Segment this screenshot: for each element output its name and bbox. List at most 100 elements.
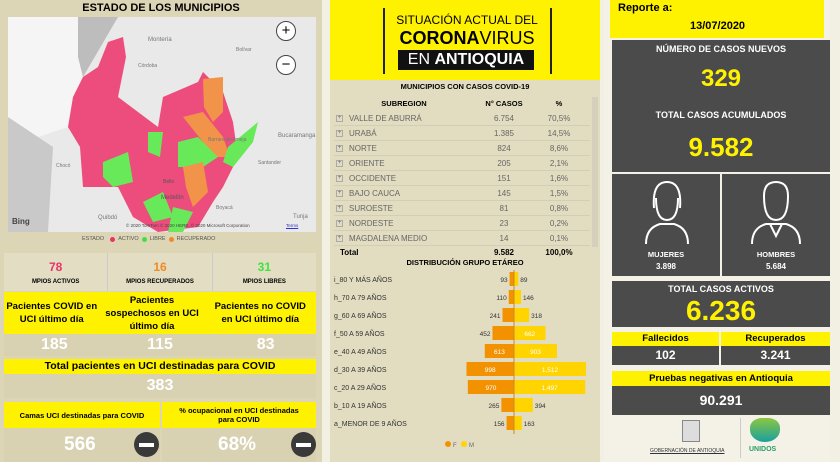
- men-value: 5.684: [765, 262, 787, 271]
- col-casos[interactable]: N° CASOS: [485, 98, 523, 108]
- header-line3: EN ANTIOQUIA: [398, 50, 534, 70]
- table-row[interactable]: + SUROESTE 81 0,8%: [334, 201, 590, 216]
- bar-f[interactable]: [502, 308, 514, 322]
- uci-values: 185 115 83: [4, 334, 316, 356]
- casos-cell: 145: [497, 188, 511, 198]
- category-label: a_MENOR DE 9 AÑOS: [334, 419, 407, 428]
- region-recovered: [203, 77, 223, 122]
- bar-m[interactable]: [514, 290, 521, 304]
- bar-m[interactable]: [514, 344, 557, 358]
- uci-label: Pacientes sospechosos en UCI último día: [105, 294, 199, 332]
- casos-cell: 205: [497, 158, 511, 168]
- expand-icon[interactable]: +: [336, 174, 343, 182]
- ocupacion-label: % ocupacional en UCI destinadas para COV…: [162, 402, 316, 428]
- bar-f[interactable]: [492, 326, 514, 340]
- pct-cell: 0,8%: [549, 203, 569, 213]
- table-row[interactable]: + VALLE DE ABURRÁ 6.754 70,5%: [334, 111, 590, 126]
- uci-label: Pacientes COVID en UCI último día: [6, 301, 98, 325]
- expand-icon[interactable]: +: [336, 159, 343, 167]
- recovered-value: 3.241: [721, 346, 830, 365]
- bed-icon: [291, 432, 316, 457]
- category-label: d_30 A 39 AÑOS: [334, 365, 387, 374]
- expand-icon[interactable]: +: [336, 204, 343, 212]
- terms-link[interactable]: Terms: [286, 223, 299, 228]
- women-box: MUJERES 3.898: [612, 174, 720, 276]
- dead-value: 102: [612, 346, 719, 365]
- bing-logo: Bing: [12, 217, 30, 226]
- casos-cell: 6.754: [493, 113, 515, 123]
- map[interactable]: Montería Córdoba Bolívar Bucaramanga Bar…: [8, 17, 316, 232]
- bar-m[interactable]: [514, 362, 586, 376]
- expand-icon[interactable]: +: [336, 189, 343, 197]
- uci-total-value: 383: [4, 374, 316, 398]
- header-antioquia: ANTIOQUIA: [434, 51, 525, 68]
- bar-f[interactable]: [467, 380, 514, 394]
- zoom-in-button[interactable]: +: [276, 21, 296, 41]
- expand-icon[interactable]: +: [336, 234, 343, 242]
- bed-icon: [134, 432, 159, 457]
- bar-m[interactable]: [514, 308, 530, 322]
- table-row[interactable]: + MAGDALENA MEDIO 14 0,1%: [334, 231, 590, 246]
- header-en: EN: [407, 51, 435, 68]
- new-cases-value: 329: [700, 65, 742, 92]
- stat-libres: 31 MPIOS LIBRES: [213, 253, 316, 291]
- bar-f[interactable]: [484, 344, 514, 358]
- bar-m[interactable]: [514, 326, 546, 340]
- data-label-f: 613: [494, 349, 505, 356]
- chart-title: DISTRIBUCIÓN GRUPO ETÁREO: [406, 258, 524, 267]
- table-row[interactable]: + NORDESTE 23 0,2%: [334, 216, 590, 231]
- table-row[interactable]: + OCCIDENTE 151 1,6%: [334, 171, 590, 186]
- bar-m[interactable]: [514, 416, 522, 430]
- zoom-out-button[interactable]: −: [276, 55, 296, 75]
- category-label: g_60 A 69 AÑOS: [334, 311, 387, 320]
- table-row[interactable]: + BAJO CAUCA 145 1,5%: [334, 186, 590, 201]
- woman-icon: [645, 180, 689, 245]
- table-row[interactable]: + ORIENTE 205 2,1%: [334, 156, 590, 171]
- map-label: Montería: [148, 37, 172, 43]
- data-label-f: 452: [480, 331, 491, 338]
- acc-cases-value: 9.582: [688, 132, 754, 162]
- data-label-f: 93: [500, 277, 508, 284]
- legend-dot-icon: [168, 236, 174, 242]
- subregion-name: NORTE: [349, 143, 377, 153]
- table-row[interactable]: + NORTE 824 8,6%: [334, 141, 590, 156]
- expand-icon[interactable]: +: [336, 144, 343, 152]
- uci-value: 185: [40, 336, 68, 353]
- data-label-m: 1,512: [542, 367, 559, 374]
- bar-m[interactable]: [514, 380, 586, 394]
- region-recovered: [183, 112, 230, 157]
- expand-icon[interactable]: +: [336, 114, 343, 122]
- pct-cell: 8,6%: [549, 143, 569, 153]
- stat-label: MPIOS LIBRES: [242, 278, 286, 285]
- stat-value: 78: [48, 259, 63, 274]
- bar-f[interactable]: [508, 290, 514, 304]
- bar-f[interactable]: [466, 362, 514, 376]
- uci-labels: Pacientes COVID en UCI último día Pacien…: [4, 292, 316, 334]
- new-cases-label: NÚMERO DE CASOS NUEVOS: [655, 44, 787, 54]
- expand-icon[interactable]: +: [336, 129, 343, 137]
- bar-m[interactable]: [514, 272, 519, 286]
- uci-value: 115: [147, 336, 173, 353]
- bar-m[interactable]: [514, 398, 533, 412]
- category-label: i_80 Y MÁS AÑOS: [334, 275, 392, 284]
- subregion-name: OCCIDENTE: [349, 173, 397, 183]
- uci-value: 83: [256, 336, 275, 353]
- data-label-m: 89: [520, 277, 528, 284]
- col-pct[interactable]: %: [555, 98, 563, 108]
- negative-label: Pruebas negativas en Antioquia: [612, 371, 830, 386]
- expand-icon[interactable]: +: [336, 219, 343, 227]
- bar-f[interactable]: [501, 398, 514, 412]
- active-value: 6.236: [685, 295, 757, 326]
- map-label: Bucaramanga: [278, 133, 316, 139]
- col-subregion[interactable]: SUBREGION: [381, 98, 427, 108]
- women-value: 3.898: [655, 262, 677, 271]
- casos-cell: 14: [499, 233, 509, 243]
- pct-cell: 1,5%: [549, 188, 569, 198]
- bar-f[interactable]: [506, 416, 514, 430]
- casos-cell: 151: [497, 173, 511, 183]
- bar-f[interactable]: [509, 272, 514, 286]
- table-scrollbar[interactable]: [592, 97, 598, 247]
- header-line2: CORONAVIRUS: [387, 28, 547, 48]
- table-row[interactable]: + URABÁ 1.385 14,5%: [334, 126, 590, 141]
- legend-m-icon: [461, 441, 467, 447]
